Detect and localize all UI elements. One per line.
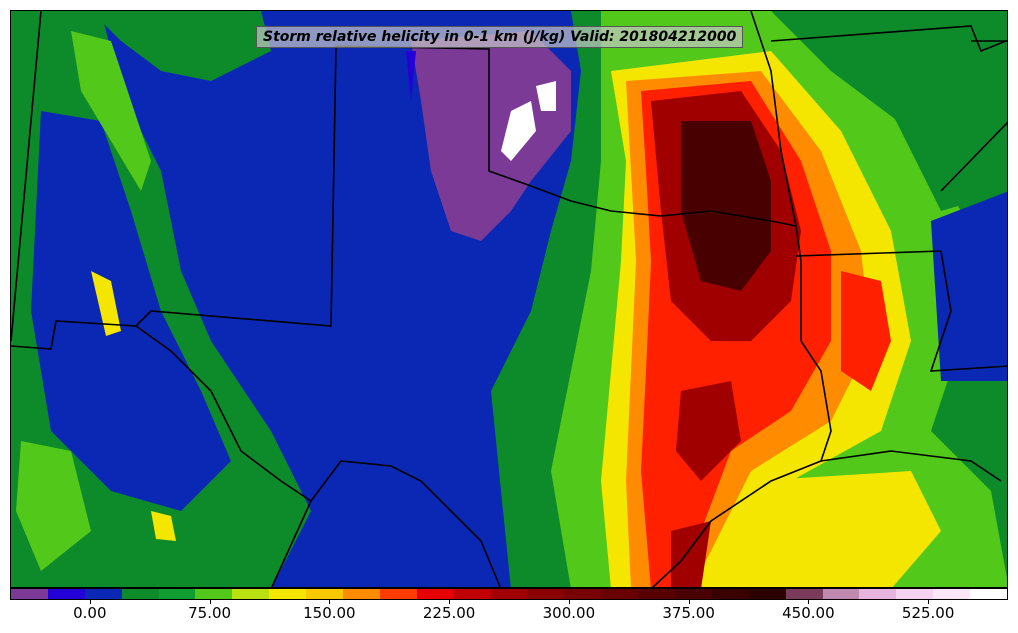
colorbar-tick-mark: [449, 600, 451, 604]
colorbar-tick-mark: [568, 600, 570, 604]
map-frame: Storm relative helicity in 0-1 km (J/kg)…: [10, 10, 1008, 588]
colorbar-swatch: [195, 589, 233, 599]
purple-blue-inner: [406, 51, 416, 101]
east-blue-patch: [931, 191, 1007, 381]
west-yellow-streak-1: [91, 271, 121, 336]
colorbar-swatch: [306, 589, 344, 599]
colorbar-swatch: [416, 589, 454, 599]
colorbar-ticks: 0.00 75.00 150.00 225.00 300.00 375.00 450.00 5…: [10, 600, 1008, 630]
east-green-patch: [891, 31, 1007, 211]
white-spot-1: [501, 101, 536, 161]
purple-region: [411, 31, 571, 241]
red-east-blob: [841, 271, 891, 391]
colorbar-swatch: [490, 589, 528, 599]
west-yellow-streak-2: [151, 511, 176, 541]
colorbar-swatch: [785, 589, 823, 599]
map-title: Storm relative helicity in 0-1 km (J/kg)…: [256, 26, 744, 48]
colorbar-tick-label: 300.00: [542, 604, 596, 622]
colorbar-swatch: [11, 589, 48, 599]
colorbar-tick-label: 525.00: [901, 604, 955, 622]
colorbar-tick-mark: [928, 600, 930, 604]
colorbar-tick-label: 225.00: [422, 604, 476, 622]
colorbar-tick-label: 150.00: [303, 604, 356, 622]
colorbar-swatch: [970, 589, 1008, 599]
colorbar-swatch: [601, 589, 639, 599]
colorbar-tick-label: 75.00: [188, 604, 232, 622]
colorbar-tick-label: 450.00: [782, 604, 835, 622]
colorbar-swatch: [822, 589, 860, 599]
colorbar-tick-mark: [209, 600, 211, 604]
colorbar-swatch: [232, 589, 270, 599]
colorbar-swatch: [638, 589, 676, 599]
colorbar-swatch: [527, 589, 565, 599]
colorbar-swatch: [453, 589, 491, 599]
west-light-green: [71, 31, 151, 191]
west-light-green-2: [16, 441, 91, 571]
colorbar-swatch: [84, 589, 122, 599]
top-green-band: [91, 11, 271, 81]
colorbar-swatch: [121, 589, 159, 599]
colorbar-swatch: [343, 589, 380, 599]
colorbar-swatch: [859, 589, 897, 599]
colorbar-tick-label: 0.00: [73, 604, 107, 622]
colorbar: [10, 588, 1008, 600]
darkred-south: [676, 381, 741, 481]
yellow-gulf: [711, 471, 941, 587]
west-blue-core: [31, 111, 231, 511]
darkred-coast: [671, 521, 711, 587]
borders: [11, 11, 1007, 587]
colorbar-swatch: [933, 589, 971, 599]
colorbar-swatch: [711, 589, 749, 599]
colorbar-swatch: [564, 589, 602, 599]
colorbar-swatch: [675, 589, 712, 599]
colorbar-swatch: [158, 589, 196, 599]
colorbar-swatch: [379, 589, 417, 599]
white-spot-2: [536, 81, 556, 111]
colorbar-tick-mark: [688, 600, 690, 604]
helicity-map: [11, 11, 1007, 587]
colorbar-tick-mark: [89, 600, 91, 604]
colorbar-tick-label: 375.00: [662, 604, 715, 622]
colorbar-tick-mark: [329, 600, 331, 604]
colorbar-swatch: [47, 589, 85, 599]
colorbar-swatch: [748, 589, 786, 599]
colorbar-swatch: [269, 589, 307, 599]
maroon-core: [681, 121, 771, 291]
colorbar-tick-mark: [808, 600, 810, 604]
colorbar-swatch: [896, 589, 934, 599]
